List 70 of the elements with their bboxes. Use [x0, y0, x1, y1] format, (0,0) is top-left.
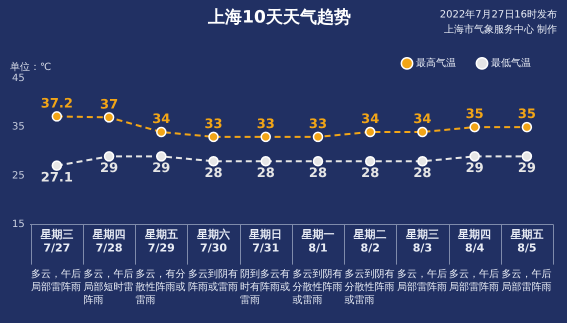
x-tick-label: 星期五 7/29: [144, 228, 178, 254]
y-tick-label: 15: [12, 219, 25, 230]
data-label: 35: [466, 107, 484, 122]
data-label: 34: [413, 112, 432, 127]
data-label: 29: [100, 161, 118, 176]
point: [364, 156, 376, 166]
text: 上海市气象服务中心 制作: [444, 24, 557, 36]
point: [156, 151, 167, 162]
data-label: 28: [256, 166, 275, 182]
point: [312, 156, 324, 166]
text: 2022年7月27日16时发布: [440, 8, 557, 21]
y-axis-title: 单位：℃: [10, 60, 52, 73]
data-label: 28: [204, 166, 223, 182]
x-tick-label: 星期三 7/27: [39, 228, 74, 254]
x-tick-label: 星期五 8/5: [509, 228, 544, 254]
point: [417, 156, 428, 166]
x-tick-label: 星期四 7/28: [92, 228, 126, 254]
text: 多云到阴有分散性阵雨或雷雨: [292, 268, 342, 306]
point: [522, 122, 532, 132]
point: [156, 126, 167, 138]
point: [260, 156, 271, 166]
chart-title: 上海10天天气趋势: [207, 8, 351, 28]
data-label: 37.2: [40, 96, 73, 112]
data-label: 34: [152, 112, 170, 127]
data-label: 29: [466, 161, 484, 176]
point: [208, 132, 219, 142]
text: 多云，午后局部雷阵雨: [501, 268, 552, 294]
x-tick-label: 星期日 7/31: [248, 228, 282, 254]
data-label: 28: [413, 166, 432, 182]
y-tick-label: 35: [12, 122, 25, 133]
point: [364, 126, 376, 138]
x-tick-label: 星期一 8/1: [300, 228, 334, 254]
legend-label: 最低气温: [491, 56, 531, 69]
point: [522, 151, 532, 162]
data-label: 37: [100, 97, 118, 112]
point: [104, 151, 114, 162]
data-label: 33: [256, 116, 275, 132]
x-tick-label: 星期四 8/4: [457, 228, 492, 254]
text: 阴到多云有时有阵雨或雷雨: [240, 268, 290, 306]
x-tick-label: 星期三 8/3: [404, 228, 439, 254]
data-label: 28: [308, 166, 328, 182]
x-tick-label: 星期二 8/2: [352, 228, 387, 254]
data-label: 35: [518, 107, 536, 122]
point: [52, 160, 62, 171]
data-label: 27.1: [40, 170, 73, 186]
text: 多云到阴有分散性阵雨或雷雨: [344, 268, 395, 306]
point: [469, 122, 480, 132]
text: 多云，午后局部雷阵雨: [449, 268, 500, 294]
point: [52, 111, 62, 122]
point: [312, 132, 324, 142]
data-label: 29: [518, 161, 536, 176]
data-label: 34: [361, 112, 380, 127]
text: 多云，午后局部雷阵雨: [31, 268, 82, 294]
text: 多云，午后局部雷阵雨: [396, 268, 447, 294]
y-tick-label: 45: [12, 72, 25, 84]
data-label: 28: [361, 166, 380, 182]
text: 多云，有分散性阵雨或雷雨: [136, 268, 186, 306]
x-tick-label: 星期六 7/30: [196, 228, 230, 254]
point: [417, 126, 428, 138]
point: [104, 112, 114, 123]
text: 多云，午后局部短时雷阵雨: [83, 268, 134, 306]
point: [260, 132, 271, 142]
text: 多云到阴有阵雨或雷雨: [188, 268, 238, 294]
legend-label: 最高气温: [416, 56, 456, 69]
data-label: 33: [204, 116, 223, 132]
data-label: 29: [152, 161, 170, 176]
y-tick-label: 25: [12, 170, 25, 182]
point: [469, 151, 480, 162]
point: [208, 156, 219, 166]
data-label: 33: [308, 116, 328, 132]
